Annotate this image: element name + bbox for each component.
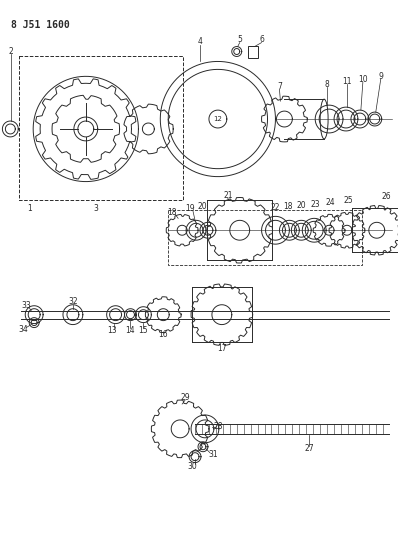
Text: 4: 4 — [198, 37, 202, 46]
Text: 18: 18 — [168, 208, 177, 217]
Bar — [19, 56, 183, 200]
Text: 14: 14 — [126, 326, 135, 335]
Text: 21: 21 — [223, 191, 233, 200]
Text: 15: 15 — [138, 326, 148, 335]
Text: 17: 17 — [217, 344, 227, 353]
Text: 16: 16 — [158, 330, 168, 339]
Text: 19: 19 — [185, 204, 195, 213]
Text: 30: 30 — [187, 462, 197, 471]
Text: 12: 12 — [213, 116, 222, 122]
Text: 23: 23 — [310, 200, 320, 209]
Text: 25: 25 — [343, 196, 353, 205]
Text: 20: 20 — [296, 201, 306, 210]
Text: 3: 3 — [93, 204, 98, 213]
Text: 8: 8 — [325, 80, 330, 89]
Text: 32: 32 — [68, 297, 78, 306]
Text: 10: 10 — [358, 75, 367, 84]
Text: 11: 11 — [342, 77, 352, 86]
Text: 27: 27 — [304, 444, 314, 453]
Bar — [168, 211, 362, 265]
Text: 5: 5 — [237, 35, 242, 44]
Text: 2: 2 — [9, 47, 14, 56]
Bar — [248, 45, 258, 59]
Text: 20: 20 — [197, 202, 207, 211]
Text: 18: 18 — [284, 202, 293, 211]
Text: 22: 22 — [271, 203, 280, 212]
Text: 24: 24 — [325, 198, 335, 207]
Text: 9: 9 — [378, 72, 383, 81]
Text: 6: 6 — [259, 35, 264, 44]
Text: 28: 28 — [213, 422, 223, 431]
Text: 1: 1 — [27, 204, 32, 213]
Text: 31: 31 — [208, 450, 218, 459]
Text: 29: 29 — [180, 393, 190, 401]
Text: 33: 33 — [21, 301, 31, 310]
Text: 26: 26 — [382, 192, 391, 201]
Text: 13: 13 — [107, 326, 117, 335]
Text: 7: 7 — [277, 82, 282, 91]
Text: 8 J51 1600: 8 J51 1600 — [11, 20, 70, 30]
Text: 34: 34 — [18, 325, 28, 334]
